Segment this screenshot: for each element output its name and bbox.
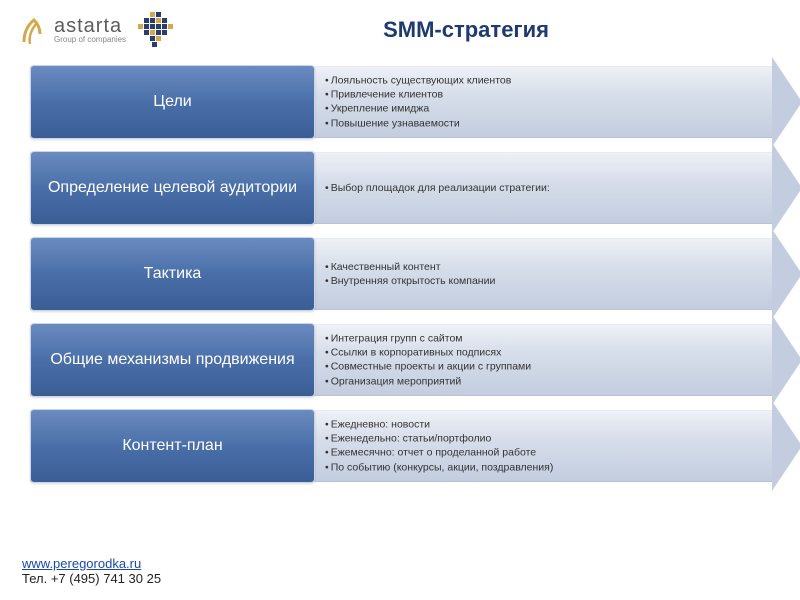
footer-url[interactable]: www.peregorodka.ru bbox=[22, 556, 141, 571]
strategy-row: Контент-планЕжедневно: новостиЕженедельн… bbox=[0, 409, 800, 483]
arrow-head-icon bbox=[772, 401, 800, 491]
row-label: Цели bbox=[30, 65, 315, 139]
arrow-head-icon bbox=[772, 315, 800, 405]
logo-pixel-icon bbox=[132, 10, 182, 50]
row-details: Лояльность существующих клиентовПривлече… bbox=[325, 74, 750, 131]
row-details: Качественный контентВнутренняя открытост… bbox=[325, 260, 750, 288]
row-detail-item: Организация мероприятий bbox=[325, 374, 750, 388]
arrow-head-icon bbox=[772, 229, 800, 319]
strategy-row: Тактика Качественный контентВнутренняя от… bbox=[0, 237, 800, 311]
row-detail-item: Привлечение клиентов bbox=[325, 88, 750, 102]
row-label: Общие механизмы продвижения bbox=[30, 323, 315, 397]
row-detail-item: Ежедневно: новости bbox=[325, 418, 750, 432]
logo-name: astarta bbox=[54, 16, 126, 36]
row-detail-item: Ежемесячно: отчет о проделанной работе bbox=[325, 446, 750, 460]
row-detail-item: Совместные проекты и акции с группами bbox=[325, 360, 750, 374]
footer: www.peregorodka.ru Тел. +7 (495) 741 30 … bbox=[22, 556, 161, 586]
astarta-logo-icon bbox=[20, 14, 48, 46]
logo: astarta Group of companies bbox=[20, 10, 182, 50]
row-detail-item: Внутренняя открытость компании bbox=[325, 274, 750, 288]
arrow-head-icon bbox=[772, 57, 800, 147]
row-details: Ежедневно: новостиЕженедельно: статьи/по… bbox=[325, 418, 750, 475]
row-detail-item: Еженедельно: статьи/портфолио bbox=[325, 432, 750, 446]
footer-phone: Тел. +7 (495) 741 30 25 bbox=[22, 571, 161, 586]
row-detail-item: Ссылки в корпоративных подписях bbox=[325, 346, 750, 360]
row-detail-item: Интеграция групп с сайтом bbox=[325, 332, 750, 346]
row-detail-item: Укрепление имиджа bbox=[325, 102, 750, 116]
row-label: Определение целевой аудитории bbox=[30, 151, 315, 225]
logo-sub: Group of companies bbox=[54, 36, 126, 44]
strategy-row: Определение целевой аудитории Выбор площа… bbox=[0, 151, 800, 225]
row-detail-item: Выбор площадок для реализации стратегии: bbox=[325, 181, 750, 195]
row-details: Интеграция групп с сайтомСсылки в корпор… bbox=[325, 332, 750, 389]
strategy-row: ЦелиЛояльность существующих клиентовПрив… bbox=[0, 65, 800, 139]
row-detail-item: Лояльность существующих клиентов bbox=[325, 74, 750, 88]
row-detail-item: Качественный контент bbox=[325, 260, 750, 274]
header: astarta Group of companies bbox=[0, 0, 800, 55]
row-detail-item: По событию (конкурсы, акции, поздравлени… bbox=[325, 460, 750, 474]
row-detail-item: Повышение узнаваемости bbox=[325, 116, 750, 130]
row-details: Выбор площадок для реализации стратегии: bbox=[325, 181, 750, 195]
strategy-row: Общие механизмы продвиженияИнтеграция гр… bbox=[0, 323, 800, 397]
row-label: Контент-план bbox=[30, 409, 315, 483]
strategy-rows: ЦелиЛояльность существующих клиентовПрив… bbox=[0, 55, 800, 483]
page-title: SMM-стратегия bbox=[192, 17, 780, 43]
arrow-head-icon bbox=[772, 143, 800, 233]
row-label: Тактика bbox=[30, 237, 315, 311]
